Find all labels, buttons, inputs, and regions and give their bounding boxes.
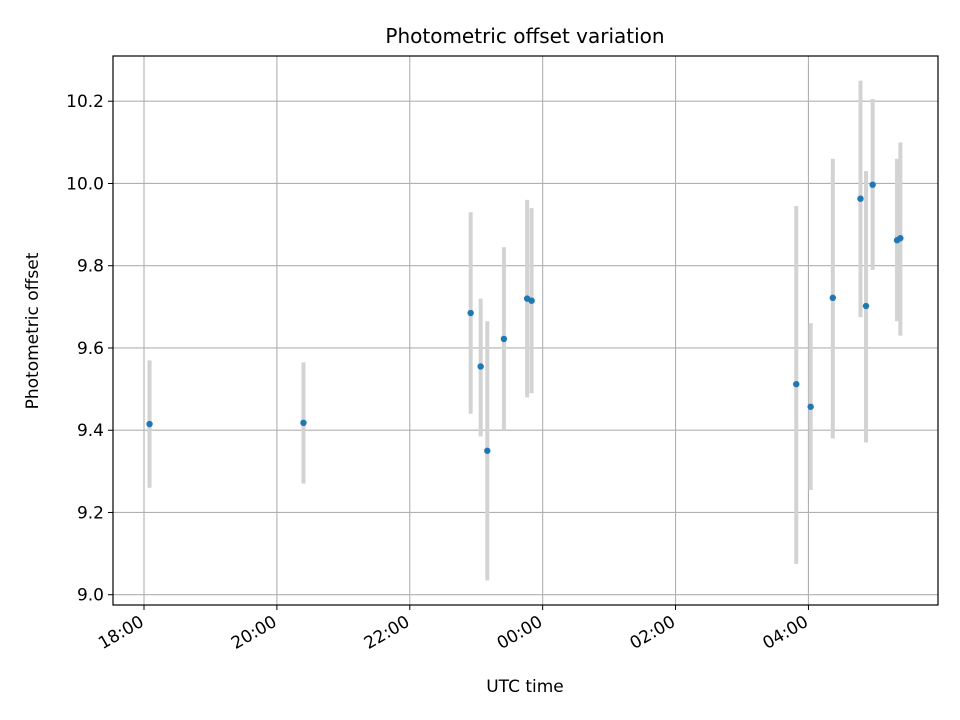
data-point bbox=[528, 297, 535, 304]
data-point bbox=[146, 420, 153, 428]
y-tick-label: 9.0 bbox=[77, 586, 104, 606]
y-axis-ticks: 9.0 9.2 9.4 9.6 9.8 10.0 10.2 bbox=[66, 92, 113, 606]
plot-frame bbox=[112, 55, 939, 606]
data-point bbox=[300, 419, 307, 427]
data-point bbox=[500, 335, 508, 343]
chart-title: Photometric offset variation bbox=[385, 24, 664, 48]
data-point bbox=[862, 302, 870, 310]
data-point bbox=[467, 309, 474, 317]
data-point bbox=[477, 363, 484, 370]
y-tick-label: 10.2 bbox=[66, 92, 104, 112]
y-tick-label: 9.2 bbox=[77, 503, 104, 523]
x-axis-label: UTC time bbox=[486, 677, 564, 697]
data-point bbox=[829, 294, 836, 302]
y-tick-label: 9.8 bbox=[77, 257, 104, 277]
y-tick-label: 10.0 bbox=[66, 174, 104, 194]
y-axis-label: Photometric offset bbox=[23, 252, 43, 409]
y-tick-label: 9.4 bbox=[77, 421, 104, 441]
data-point bbox=[869, 181, 876, 188]
data-point bbox=[793, 380, 800, 388]
data-point bbox=[807, 403, 814, 410]
data-point bbox=[897, 234, 904, 242]
data-points bbox=[146, 181, 904, 454]
data-point bbox=[484, 447, 491, 454]
y-tick-label: 9.6 bbox=[77, 339, 104, 359]
data-point bbox=[857, 195, 864, 202]
